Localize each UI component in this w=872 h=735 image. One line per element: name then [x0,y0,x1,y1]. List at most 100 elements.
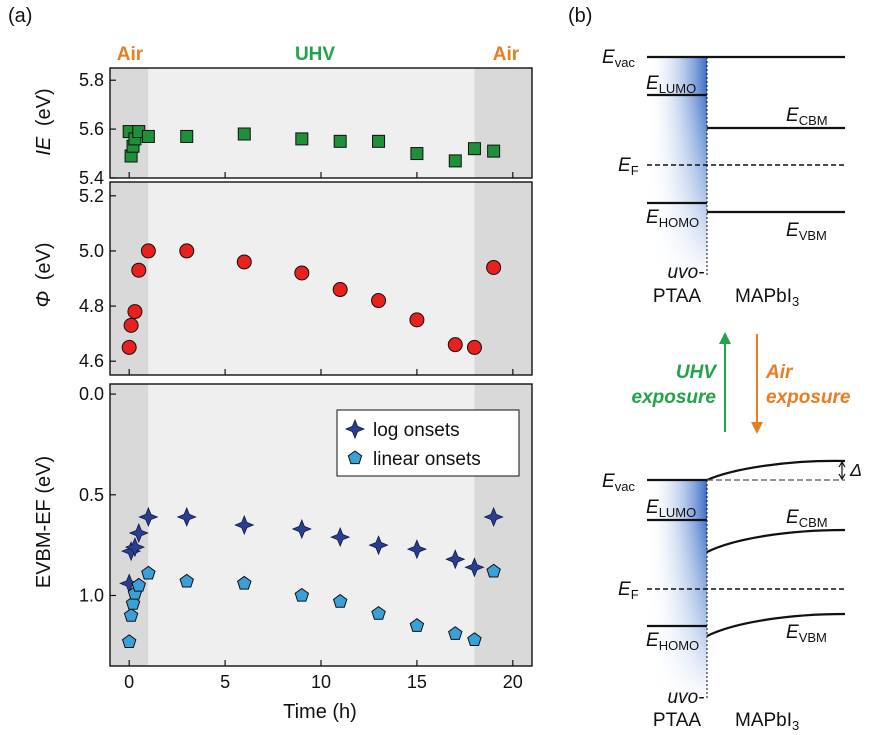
panel-b-label: (b) [568,5,592,27]
uhv-exposure-label-2: exposure [632,387,717,408]
data-point-pentagon [179,573,194,588]
y-tick-label: 0.0 [79,384,104,404]
data-point-square [487,144,501,158]
ptaa-gradient-fade [647,57,707,277]
label-uvo-top: uvo- [668,262,705,283]
data-point-pentagon [486,563,501,578]
legend-label: log onsets [373,420,460,441]
data-point-star [176,506,197,528]
y-tick-label: 5.2 [79,186,104,206]
data-point-pentagon [448,626,463,640]
x-tick-label: 0 [124,672,134,692]
evbm-bent-band [706,612,846,637]
energy-diagram-top [647,55,845,277]
ptaa-gradient-fade [647,480,707,700]
data-point-star [128,522,149,544]
x-tick-label: 5 [220,672,230,692]
data-point-square [372,134,386,148]
y-tick-label: 0.5 [79,485,104,505]
label-uvo-bottom: uvo- [668,687,705,708]
uhv-region [148,182,475,375]
data-point-circle [466,339,482,355]
ylabel-ie: IE (eV) [33,88,55,155]
ylabel-phi: Φ (eV) [33,242,55,307]
data-point-pentagon [123,608,139,622]
y-tick-label: 5.6 [79,119,104,139]
label-mapbi-bottom: MAPbI3 [735,710,799,733]
ecbm-bent-band [706,528,846,553]
label-ptaa-bottom: PTAA [653,710,702,731]
panel-a-label: (a) [8,5,32,27]
data-point-circle [131,262,147,278]
data-point-pentagon [131,577,147,592]
data-point-circle [236,254,252,270]
data-point-circle [127,304,143,320]
label-mapbi-top: MAPbI3 [735,286,799,309]
data-point-pentagon [409,618,425,632]
data-point-circle [294,265,310,281]
y-tick-label: 5.4 [79,168,104,188]
data-point-square [467,142,481,156]
region-label-air-left: Air [117,44,144,65]
label-elumo-bottom: ELUMO [646,497,696,520]
evac-bent-band [706,459,846,482]
data-point-pentagon [141,565,156,580]
air-region-right [474,68,532,178]
label-ef-top: EF [618,155,639,178]
y-tick-label: 5.8 [79,70,104,90]
air-region-right [474,182,532,375]
label-ehomo-bottom: EHOMO [646,630,699,653]
xlabel-time: Time (h) [283,701,357,723]
data-point-star [330,527,351,548]
chart-ie: 5.4 5.6 5.8 [79,67,533,188]
data-point-circle [179,243,195,259]
data-point-star [445,549,466,570]
label-ehomo-top: EHOMO [646,207,699,230]
chart-evbm: 0.0 0.5 1.0 0 5 10 15 20 log onsets linear onsets [79,383,533,692]
x-tick-label: 15 [407,672,427,692]
data-point-square [333,134,347,148]
data-point-pentagon [371,606,386,620]
label-evac-top: Evac [602,47,635,70]
x-tick-label: 20 [503,672,523,692]
data-point-square [237,127,251,141]
label-ptaa-top: PTAA [653,286,702,307]
data-point-circle [140,243,156,259]
data-point-circle [123,317,139,333]
y-tick-label: 5.0 [79,241,104,261]
legend-box [336,409,520,477]
data-point-circle [332,282,348,298]
label-ef-bottom: EF [618,579,639,602]
uhv-region [148,68,475,178]
air-exposure-label-2: exposure [766,387,851,408]
air-exposure-label-1: Air [765,362,794,383]
data-point-square [295,132,309,146]
legend-marker-pentagon [347,450,363,465]
data-point-circle [447,337,463,353]
data-point-star [291,518,312,540]
data-point-star [368,535,389,556]
data-point-circle [409,312,425,328]
label-ecbm-bottom: ECBM [786,507,828,530]
data-point-square [141,129,155,143]
air-region-left [110,384,149,666]
data-point-star [124,537,145,558]
chart-phi: 4.6 4.8 5.0 5.2 [79,181,533,376]
data-point-star [483,506,504,528]
data-point-pentagon [467,632,482,646]
ylabel-evbm: EVBM-EF (eV) [33,456,55,588]
data-point-circle [121,339,137,355]
data-point-square [448,154,462,168]
y-tick-label: 4.8 [79,296,104,316]
data-point-pentagon [237,575,252,590]
region-label-air-right: Air [493,44,520,65]
data-point-pentagon [121,634,137,648]
legend-label: linear onsets [373,449,481,470]
region-label-uhv: UHV [295,44,335,65]
label-evbm-bottom: EVBM [786,622,827,645]
legend-marker-star [344,418,366,440]
label-evbm-top: EVBM [786,220,827,243]
x-tick-label: 10 [311,672,331,692]
energy-diagram-bottom [647,459,846,700]
